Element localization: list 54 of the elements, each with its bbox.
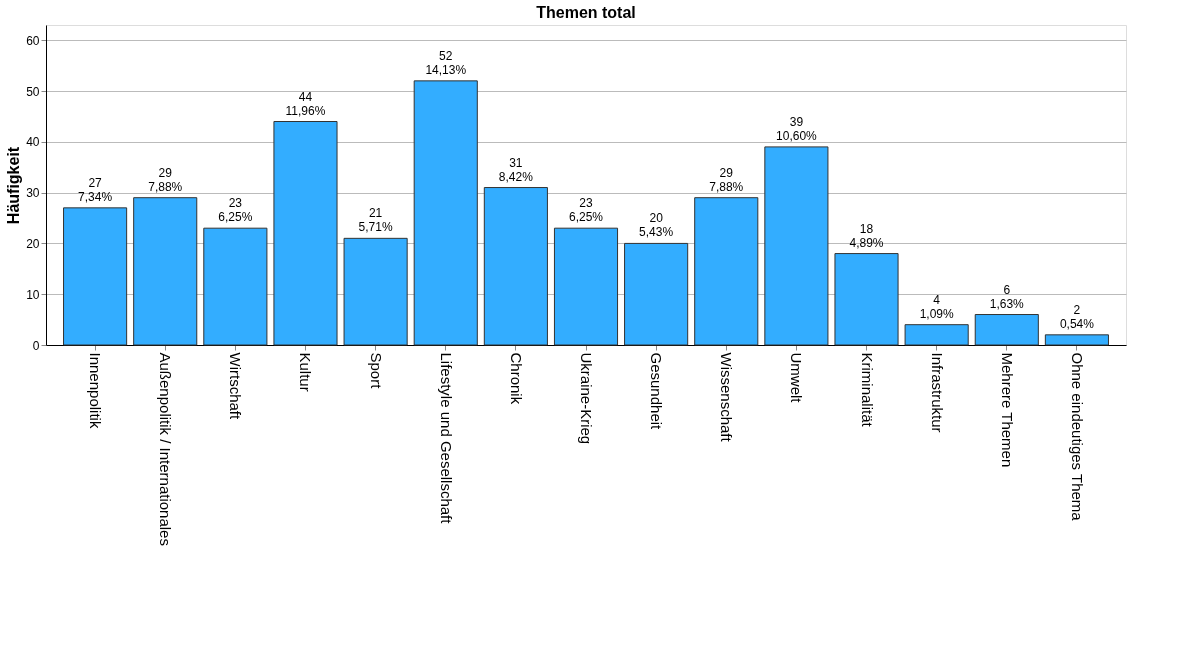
y-tick-label: 40 — [26, 135, 40, 150]
data-label: 23 6,25% — [218, 196, 253, 225]
data-label: 2 0,54% — [1059, 302, 1095, 331]
data-label: 27 7,34% — [78, 175, 113, 204]
data-label: 29 7,88% — [709, 165, 744, 194]
y-tick-label: 50 — [26, 84, 40, 99]
y-axis-title: Häufigkeit — [5, 146, 23, 225]
bar — [63, 207, 128, 346]
x-tick-label: Wissenschaft — [718, 352, 736, 443]
data-label: 44 11,96% — [285, 89, 326, 118]
bar — [483, 187, 548, 346]
bar — [273, 121, 338, 346]
x-tick-label: Innenpolitik — [87, 352, 105, 429]
bar — [343, 237, 408, 346]
bar — [764, 146, 829, 346]
data-label: 39 10,60% — [776, 114, 818, 143]
x-tick-label: Kultur — [297, 352, 315, 392]
x-tick-label: Außenpolitik / Internationales — [157, 352, 175, 546]
y-tick-label: 30 — [26, 186, 40, 201]
x-tick-label: Mehrere Themen — [998, 352, 1016, 468]
x-tick-label: Wirtschaft — [227, 352, 245, 420]
x-tick-label: Sport — [367, 352, 385, 390]
bar — [553, 227, 619, 346]
data-label: 23 6,25% — [568, 196, 604, 225]
y-tick-label: 10 — [26, 287, 40, 302]
y-tick-label: 20 — [26, 236, 40, 251]
data-label: 18 4,89% — [849, 221, 884, 250]
y-tick-label: 60 — [26, 33, 40, 48]
data-label: 6 1,63% — [989, 282, 1025, 311]
x-tick-label: Ohne eindeutiges Thema — [1068, 352, 1086, 522]
bar — [694, 197, 759, 346]
bar — [904, 324, 969, 346]
bar — [133, 197, 198, 346]
x-tick-label: Infrastruktur — [928, 352, 946, 433]
data-label: 20 5,43% — [639, 211, 674, 240]
x-tick-label: Kriminalität — [858, 352, 876, 428]
chart-title: Themen total — [536, 4, 636, 21]
bar — [1044, 334, 1109, 346]
x-tick-label: Gesundheit — [648, 352, 666, 431]
data-label: 29 7,88% — [148, 165, 183, 194]
bar — [624, 242, 689, 346]
x-tick-label: Ukraine-Krieg — [578, 352, 595, 445]
x-tick-label: Lifestyle und Gesellschaft — [437, 352, 455, 525]
data-label: 21 5,71% — [358, 206, 393, 235]
data-label: 52 14,13% — [425, 48, 467, 77]
x-tick-label: Chronik — [507, 352, 525, 405]
bar — [413, 80, 478, 346]
data-label: 31 8,42% — [498, 155, 534, 184]
y-tick-label: 0 — [32, 338, 40, 353]
bar — [834, 253, 899, 346]
bar — [203, 227, 268, 346]
bar — [974, 314, 1039, 346]
x-tick-label: Umwelt — [788, 352, 806, 404]
data-label: 4 1,09% — [919, 292, 954, 321]
